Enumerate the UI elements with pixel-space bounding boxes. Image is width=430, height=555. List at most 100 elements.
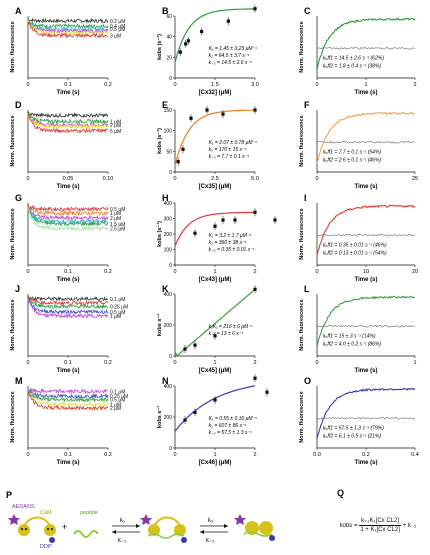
x-tick-label: 0 — [26, 360, 29, 366]
x-axis-label: Time (s) — [355, 277, 378, 283]
series-label: 2 μM — [110, 406, 121, 412]
data-point — [253, 210, 257, 214]
trace-series — [27, 114, 109, 130]
panel-label-K: K — [162, 284, 169, 294]
x-tick-label: 0 — [26, 176, 29, 182]
x-tick-label: 0 — [26, 269, 29, 275]
trace-series — [27, 18, 109, 33]
data-point — [200, 29, 204, 34]
equation-tail: + k₋₂ — [402, 523, 417, 530]
data-point — [221, 218, 225, 222]
x-tick-label: 2 — [253, 269, 256, 275]
panel-label-M: M — [15, 376, 23, 386]
series-label: 0.5 μM — [110, 310, 125, 316]
y-tick-label: 40 — [166, 35, 172, 41]
x-tick-label: 25 — [412, 176, 418, 182]
series-label: 0.5 μM — [110, 398, 125, 404]
fit-annotation: k₋₂ = 14.5 ± 2.6 s⁻¹ — [209, 60, 252, 66]
fit-annotation: kₒff2 = 2.6 ± 0.1 s⁻¹ (46%) — [323, 157, 381, 163]
data-point — [176, 160, 180, 164]
y-axis-label: Norm. fluorescence — [10, 299, 16, 350]
fit-annotation: kₒff2 = 4.0 ± 0.2 s⁻¹ (86%) — [323, 341, 381, 347]
series-label: 1 μM — [110, 314, 121, 320]
data-point — [183, 347, 187, 351]
x-tick-label: 1 — [413, 360, 416, 366]
trace-series — [27, 19, 109, 34]
equation-lhs: kobs = — [339, 523, 358, 530]
y-axis-label: kobs s⁻¹ — [156, 314, 163, 336]
x-tick-label: 2 — [253, 452, 256, 458]
x-axis-label: [Cx46] (μM) — [199, 460, 232, 466]
series-label: 2 μM — [110, 216, 121, 222]
x-axis-label: Time (s) — [57, 90, 80, 96]
x-tick-label: 0 — [173, 360, 176, 366]
y-axis-label: Norm. fluorescence — [10, 21, 16, 72]
data-point — [178, 50, 182, 54]
y-axis-label: Norm. fluorescence — [10, 115, 16, 166]
fit-annotation: K₁ = 0.55 ± 0.16 μM⁻¹ — [209, 416, 258, 422]
trace-series — [27, 113, 109, 125]
trace-series — [27, 390, 109, 412]
equation-fraction: k₊₂K₁[Cx CL2] 1 + K₁[Cx CL2] — [359, 517, 402, 534]
y-axis-label: Norm. fluorescence — [299, 391, 305, 442]
series-label: 0.1 μM — [110, 389, 125, 395]
panel-label-B: B — [162, 6, 169, 16]
y-tick-label: 0 — [169, 170, 172, 176]
aedans-star-icon — [8, 514, 20, 525]
fit-annotation: k₂ = 170 ± 15 s⁻¹ — [209, 147, 247, 153]
dissociation-trace — [316, 17, 416, 70]
series-label: 0.1 μM — [110, 297, 125, 303]
data-point — [181, 147, 185, 151]
x-tick-label: 0 — [173, 452, 176, 458]
panel-label-D: D — [15, 100, 22, 110]
series-label: 1.5 μM — [110, 222, 125, 228]
y-tick-label: 60 — [166, 14, 172, 20]
baseline-trace — [316, 416, 415, 420]
y-tick-label: 400 — [164, 201, 173, 207]
y-tick-label: 0 — [169, 76, 172, 82]
panel-label-O: O — [304, 376, 311, 386]
fit-annotation: kₒff1 = 57.5 ± 1.3 s⁻¹ (79%) — [323, 425, 384, 431]
trace-series — [27, 298, 109, 315]
trace-series — [27, 387, 109, 395]
trace-series — [27, 389, 109, 399]
y-tick-label: 200 — [164, 415, 173, 421]
x-axis-label: Time (s) — [57, 368, 80, 374]
y-axis-label: Norm. fluorescence — [10, 208, 16, 259]
cam-lobe-icon — [18, 524, 30, 536]
fit-annotation: k₂ = 607 ± 86 s⁻¹ — [209, 423, 247, 429]
x-axis-label: Time (s) — [355, 184, 378, 190]
series-label: 0.5 μM — [110, 27, 125, 33]
fit-curve — [174, 211, 255, 247]
y-tick-label: 150 — [164, 108, 173, 114]
binding-scheme-diagram: P AEDANS CaM DDP + peptide k₁ k₋₁ — [6, 490, 275, 550]
trace-series — [27, 21, 109, 39]
data-point — [193, 231, 197, 235]
data-point — [253, 7, 257, 11]
x-axis-label: [Cx45] (μM) — [199, 368, 232, 374]
x-axis-label: Time (s) — [355, 460, 378, 466]
series-label: 0.25 μM — [110, 305, 128, 311]
data-point — [253, 287, 257, 291]
dissociation-trace — [316, 111, 416, 164]
panel-label-P: P — [6, 490, 12, 500]
x-tick-label: 2 — [413, 82, 416, 88]
y-tick-label: 50 — [166, 149, 172, 155]
x-tick-label: 0 — [315, 176, 318, 182]
panel-label-N: N — [162, 376, 169, 386]
y-tick-label: 0 — [169, 446, 172, 452]
panel-label-A: A — [15, 6, 22, 16]
panel-label-J: J — [15, 284, 20, 294]
y-tick-label: 400 — [164, 384, 173, 390]
x-tick-label: 0.2 — [362, 452, 370, 458]
trace-series — [27, 20, 109, 29]
x-tick-label: 0 — [173, 176, 176, 182]
panel-label-F: F — [304, 100, 310, 110]
trace-series — [27, 17, 109, 24]
trace-series — [27, 297, 109, 310]
equation-numerator: k₊₂K₁[Cx CL2] — [359, 518, 402, 526]
trace-series — [27, 206, 109, 217]
x-tick-label: 0.2 — [104, 452, 112, 458]
fit-annotation: k₋₂ = 7.7 ± 0.1 s⁻¹ — [209, 154, 250, 160]
